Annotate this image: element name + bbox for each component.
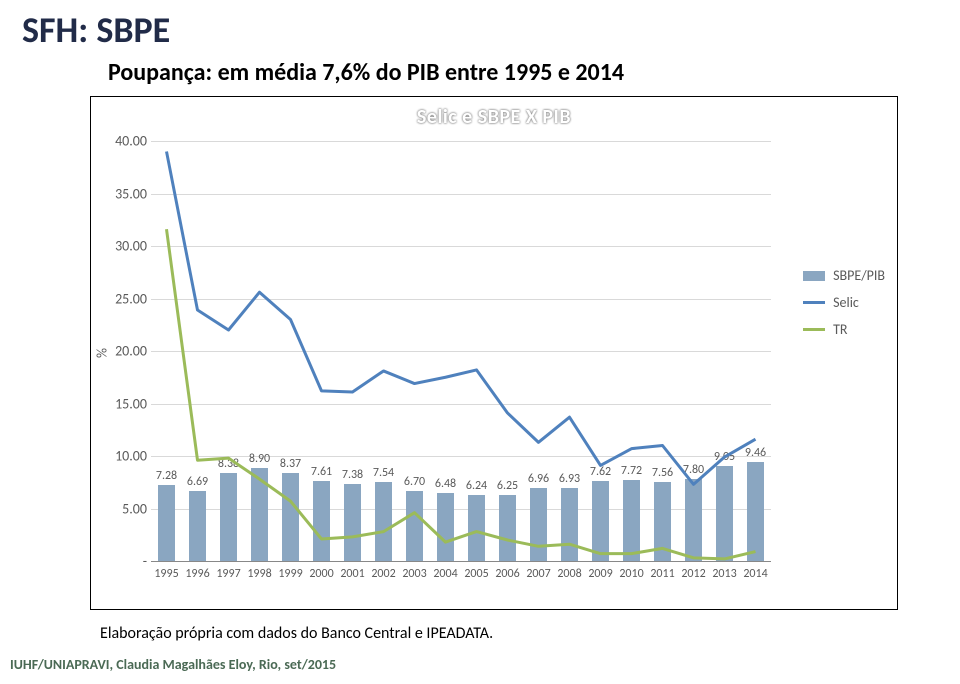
x-tick-label: 2011 xyxy=(650,567,674,581)
x-tick-label: 1995 xyxy=(154,567,178,581)
page-title: SFH: SBPE xyxy=(22,8,170,52)
legend-item-selic: Selic xyxy=(803,294,885,311)
x-tick-label: 1997 xyxy=(216,567,240,581)
y-tick-label: 10.00 xyxy=(115,448,147,465)
x-tick-label: 2009 xyxy=(588,567,612,581)
x-tick-label: 1999 xyxy=(278,567,302,581)
x-tick-label: 2005 xyxy=(464,567,488,581)
y-tick-label: 25.00 xyxy=(115,290,147,307)
x-tick-label: 2004 xyxy=(433,567,457,581)
x-tick-label: 1998 xyxy=(247,567,271,581)
legend-item-tr: TR xyxy=(803,321,885,338)
y-tick-label: 5.00 xyxy=(115,500,147,517)
y-tick-label: 35.00 xyxy=(115,185,147,202)
x-tick-label: 2012 xyxy=(681,567,705,581)
chart-container: Selic e SBPE X PIB % SBPE/PIB Selic TR 7… xyxy=(90,96,898,610)
legend-swatch-sbpe xyxy=(803,271,825,281)
y-tick-label: 15.00 xyxy=(115,395,147,412)
chart-title: Selic e SBPE X PIB xyxy=(91,105,897,129)
footer: IUHF/UNIAPRAVI, Claudia Magalhães Eloy, … xyxy=(10,656,336,673)
legend-item-sbpe: SBPE/PIB xyxy=(803,267,885,284)
legend-label-tr: TR xyxy=(833,321,847,338)
x-tick-label: 1996 xyxy=(185,567,209,581)
x-tick-label: 2008 xyxy=(557,567,581,581)
legend: SBPE/PIB Selic TR xyxy=(803,257,885,348)
y-axis-label: % xyxy=(94,348,111,358)
plot-area: 7.286.698.388.908.377.617.387.546.706.48… xyxy=(151,141,771,561)
x-tick-label: 2002 xyxy=(371,567,395,581)
x-axis-line xyxy=(151,561,771,562)
legend-line-selic xyxy=(803,301,825,304)
x-tick-label: 2001 xyxy=(340,567,364,581)
x-tick-label: 2003 xyxy=(402,567,426,581)
y-tick-label: - xyxy=(115,553,147,570)
page-subtitle: Poupança: em média 7,6% do PIB entre 199… xyxy=(108,58,624,87)
x-tick-label: 2007 xyxy=(526,567,550,581)
y-tick-label: 20.00 xyxy=(115,343,147,360)
y-tick-label: 30.00 xyxy=(115,238,147,255)
legend-label-selic: Selic xyxy=(833,294,859,311)
y-tick-label: 40.00 xyxy=(115,133,147,150)
x-tick-label: 2014 xyxy=(743,567,767,581)
x-tick-label: 2006 xyxy=(495,567,519,581)
legend-label-sbpe: SBPE/PIB xyxy=(833,267,885,284)
x-tick-label: 2010 xyxy=(619,567,643,581)
caption: Elaboração própria com dados do Banco Ce… xyxy=(100,624,493,643)
legend-line-tr xyxy=(803,328,825,331)
x-tick-label: 2013 xyxy=(712,567,736,581)
x-tick-label: 2000 xyxy=(309,567,333,581)
line-series xyxy=(151,141,771,561)
